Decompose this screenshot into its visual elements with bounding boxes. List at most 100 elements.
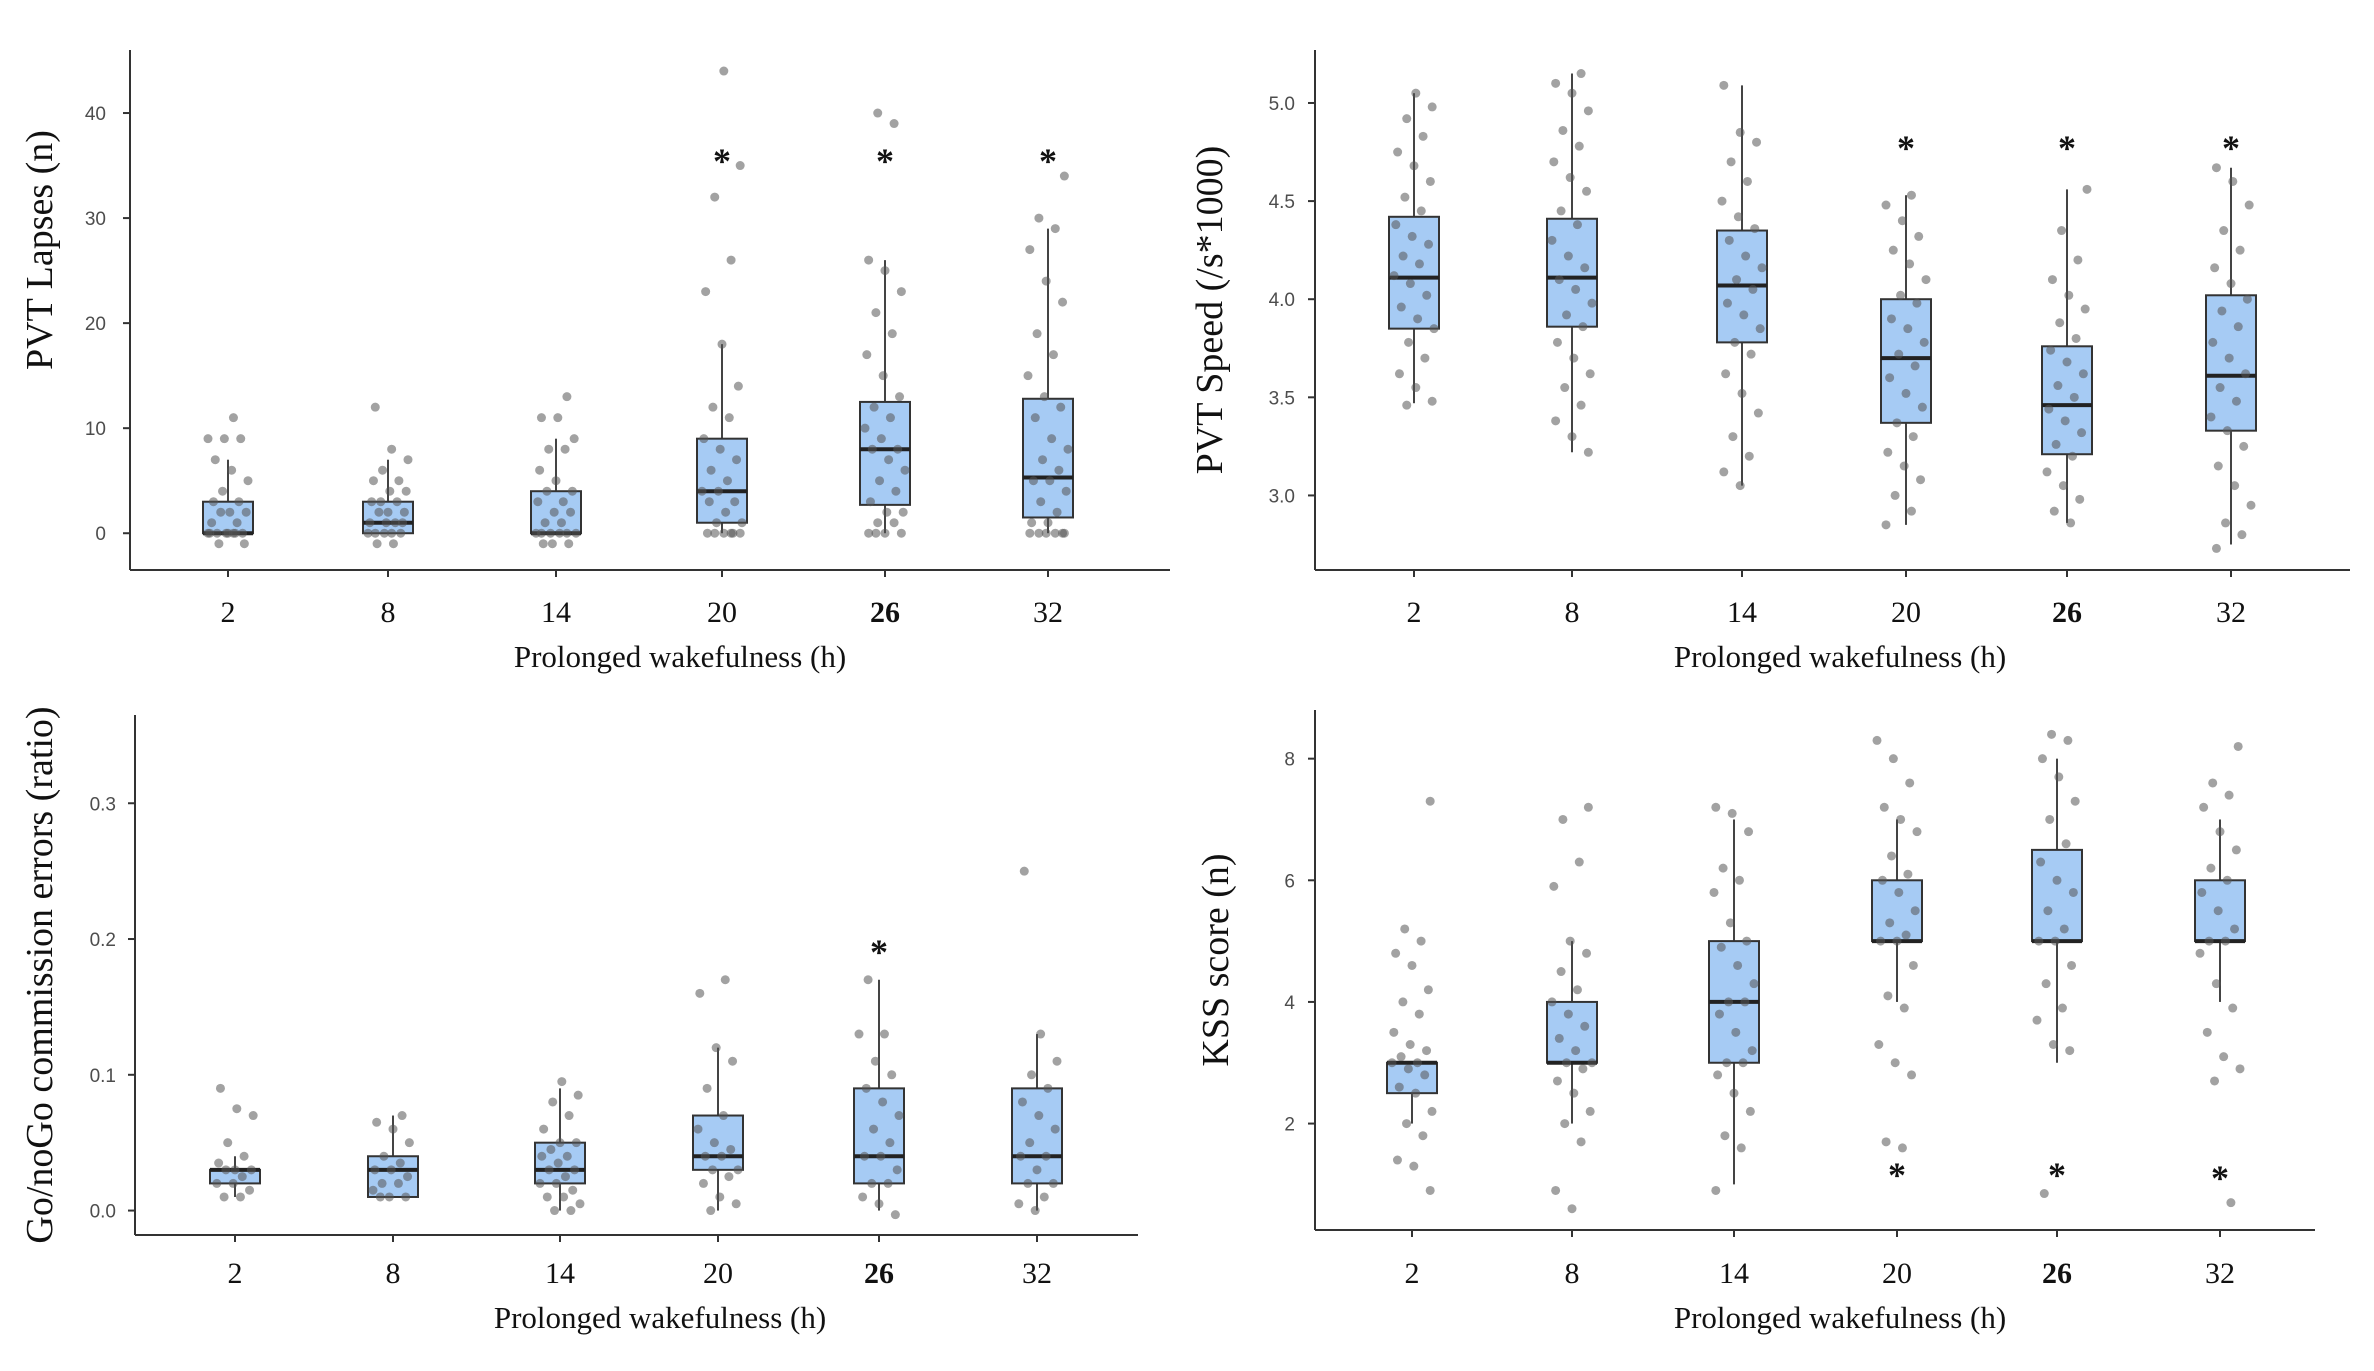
data-point xyxy=(1903,324,1913,334)
data-point xyxy=(1048,350,1058,360)
data-point xyxy=(368,476,378,486)
data-point xyxy=(1746,349,1756,359)
x-tick-label: 8 xyxy=(1565,596,1580,629)
x-tick-label: 20 xyxy=(703,1257,733,1290)
data-point xyxy=(562,1151,572,1161)
data-point xyxy=(560,1172,570,1182)
data-point xyxy=(885,413,895,423)
box-8 xyxy=(367,1111,419,1202)
data-point xyxy=(1019,866,1029,876)
data-point xyxy=(2052,875,2062,885)
data-point xyxy=(1556,967,1566,977)
data-point xyxy=(401,486,411,496)
data-point xyxy=(1427,102,1437,112)
data-point xyxy=(1047,434,1057,444)
data-point xyxy=(2199,802,2209,812)
data-point xyxy=(232,518,242,528)
data-point xyxy=(553,413,563,423)
data-point xyxy=(1733,960,1743,970)
data-point xyxy=(1054,465,1064,475)
data-point xyxy=(2064,290,2074,300)
data-point xyxy=(1888,245,1898,255)
data-point xyxy=(556,518,566,528)
significance-star: * xyxy=(870,932,888,972)
data-point xyxy=(733,1165,743,1175)
data-point xyxy=(542,486,552,496)
x-axis-label: Prolonged wakefulness (h) xyxy=(1674,639,2006,674)
data-point xyxy=(2067,451,2077,461)
data-point xyxy=(1728,432,1738,442)
data-point xyxy=(1888,754,1898,764)
data-point xyxy=(2071,333,2081,343)
data-point xyxy=(726,1144,736,1154)
data-point xyxy=(535,465,545,475)
data-point xyxy=(1887,851,1897,861)
data-point xyxy=(403,1172,413,1182)
data-point xyxy=(867,1178,877,1188)
data-point xyxy=(395,1158,405,1168)
data-point xyxy=(1420,353,1430,363)
data-point xyxy=(1732,275,1742,285)
chart-pvt-speed: 3.0 3.5 4.0 4.5 5.0 2 8 14 20 26 32 * * * Prolonged wa… xyxy=(1189,50,2350,674)
data-point xyxy=(871,308,881,318)
box-8 xyxy=(362,402,414,549)
data-point xyxy=(1025,528,1035,538)
data-point xyxy=(223,1138,233,1148)
data-point xyxy=(2069,392,2079,402)
data-point xyxy=(1414,1009,1424,1019)
x-tick-label: 8 xyxy=(386,1257,401,1290)
data-point xyxy=(1876,936,1886,946)
data-point xyxy=(887,1070,897,1080)
data-point xyxy=(1713,1070,1723,1080)
box-32 xyxy=(2205,163,2257,553)
data-point xyxy=(208,497,218,507)
data-point xyxy=(376,497,386,507)
data-point xyxy=(1881,200,1891,210)
data-point xyxy=(1897,216,1907,226)
data-point xyxy=(719,528,729,538)
data-point xyxy=(2226,1198,2236,1208)
data-point xyxy=(575,1199,585,1209)
data-point xyxy=(1890,490,1900,500)
data-point xyxy=(2202,1027,2212,1037)
data-point xyxy=(1905,778,1915,788)
x-tick-label: 26 xyxy=(870,596,900,629)
data-point xyxy=(379,528,389,538)
y-tick-label: 4.0 xyxy=(1269,290,1295,311)
data-point xyxy=(1036,1029,1046,1039)
data-point xyxy=(1398,251,1408,261)
data-point xyxy=(1050,1124,1060,1134)
data-point xyxy=(2210,263,2220,273)
data-point xyxy=(712,518,722,528)
y-tick-label: 0.3 xyxy=(90,794,116,815)
data-point xyxy=(878,371,888,381)
data-point xyxy=(1025,245,1035,255)
data-point xyxy=(2231,396,2241,406)
data-point xyxy=(374,507,384,517)
data-point xyxy=(2059,924,2069,934)
data-point xyxy=(874,1199,884,1209)
data-point xyxy=(1407,960,1417,970)
data-point xyxy=(2204,936,2214,946)
data-point xyxy=(1028,476,1038,486)
data-point xyxy=(569,434,579,444)
data-point xyxy=(1394,369,1404,379)
data-point xyxy=(1883,447,1893,457)
data-point xyxy=(1747,1046,1757,1056)
data-point xyxy=(870,1056,880,1066)
data-point xyxy=(379,1151,389,1161)
data-point xyxy=(2066,518,2076,528)
data-point xyxy=(1587,298,1597,308)
data-point xyxy=(1717,196,1727,206)
data-point xyxy=(1414,259,1424,269)
data-point xyxy=(2057,226,2067,236)
data-point xyxy=(370,1165,380,1175)
data-point xyxy=(1420,1070,1430,1080)
data-point xyxy=(713,486,723,496)
data-point xyxy=(2228,176,2238,186)
data-point xyxy=(715,444,725,454)
data-point xyxy=(1896,290,1906,300)
data-point xyxy=(564,1111,574,1121)
data-point xyxy=(871,528,881,538)
data-point xyxy=(536,413,546,423)
